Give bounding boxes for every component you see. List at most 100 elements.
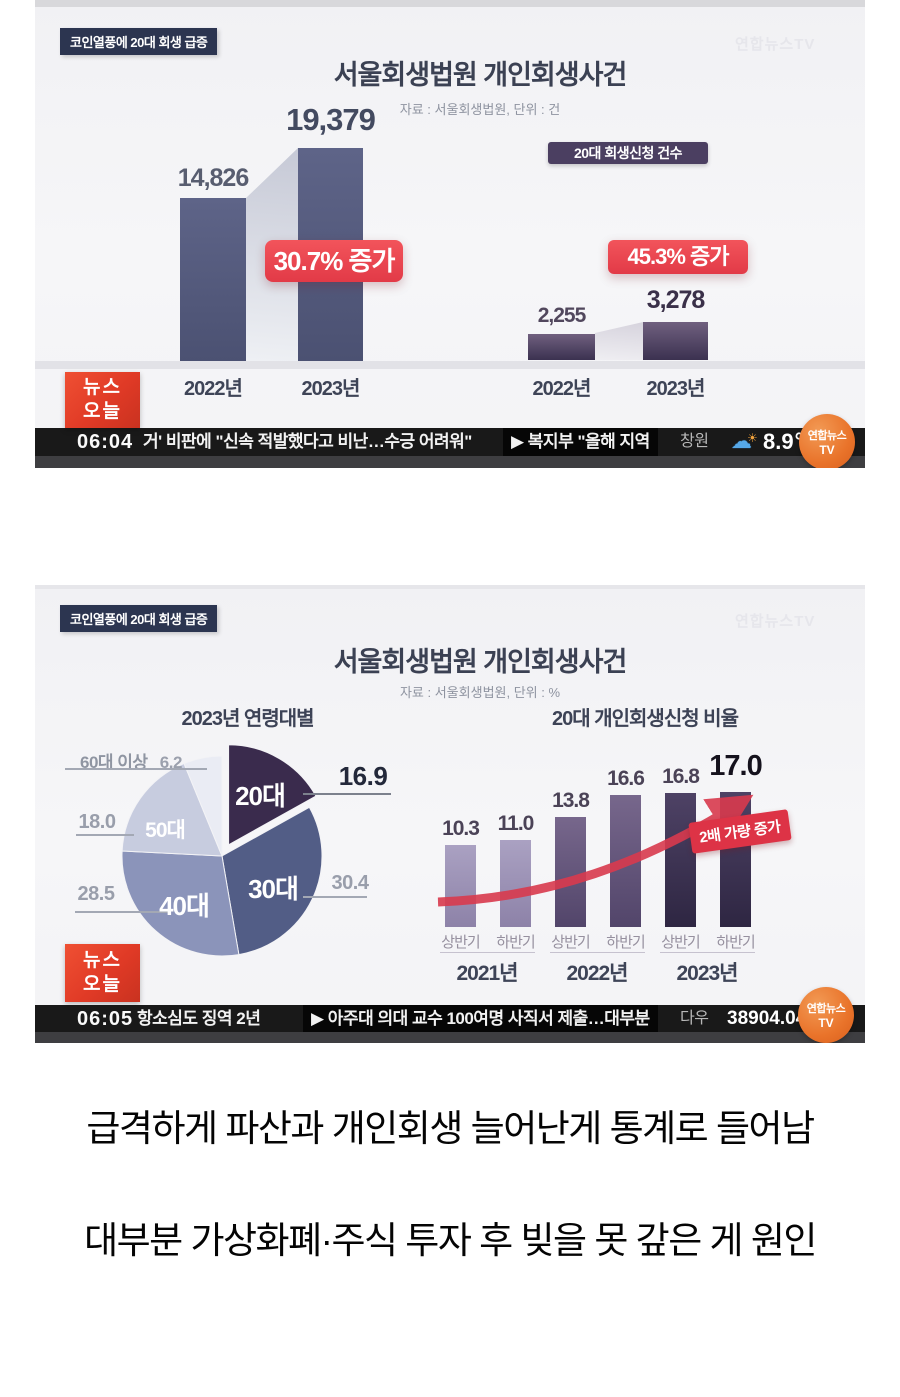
- ticker-next-headline: ▶ 복지부 "올해 지역: [503, 428, 658, 456]
- age-distribution-pie-chart: [121, 744, 323, 957]
- bar-category-label: 2023년: [646, 378, 706, 400]
- channel-logo-line1: 연합뉴스: [807, 430, 847, 442]
- pie-chart-title: 2023년 연령대별: [181, 708, 314, 730]
- leader-line-50s: [76, 834, 134, 836]
- growth-arrow: [437, 794, 754, 907]
- pie-slice: [121, 850, 240, 957]
- ticker-headline: 항소심도 징역 2년: [137, 1009, 261, 1028]
- age20-count-bar-chart: 2,255 2022년 3,278 2023년: [35, 0, 865, 430]
- bar-value-label: 3,278: [646, 286, 706, 314]
- chart-source-note: 자료 : 서울회생법원, 단위 : 건: [399, 102, 561, 117]
- year-label-2021: 2021년: [456, 962, 518, 985]
- topic-badge: 코인열풍에 20대 회생 급증: [60, 28, 218, 55]
- ratio-chart-title: 20대 개인회생신청 비율: [552, 708, 739, 730]
- ticker-sub-strip: [35, 1032, 865, 1043]
- news-today-line2: 오늘: [83, 401, 122, 422]
- leader-line-40s: [75, 911, 171, 913]
- year-group-line-2022: [550, 952, 645, 953]
- bar: [445, 845, 476, 927]
- bar-category-label: 2022년: [532, 378, 592, 400]
- pie-slice: [221, 806, 323, 956]
- pie-label-40s: 40대: [159, 891, 210, 921]
- channel-logo-line2: TV: [818, 1016, 834, 1030]
- ticker-time: 06:05: [77, 1008, 134, 1030]
- bar-value-label: 10.3: [442, 817, 480, 840]
- channel-logo-line1: 연합뉴스: [806, 1003, 846, 1015]
- increase-badge-45-3: 45.3% 증가: [608, 240, 748, 274]
- ticker-headline: 거' 비판에 "신속 적발했다고 비난…수긍 어려워": [143, 432, 472, 451]
- cloud-icon: ☁: [731, 430, 752, 453]
- pie-label-60s-row: 60대 이상 6.2: [80, 748, 260, 773]
- pie-label-50s: 50대: [145, 819, 186, 842]
- bar-category-label: 2022년: [184, 378, 243, 400]
- year-label-2022: 2022년: [566, 962, 628, 985]
- news-today-line1: 뉴스: [83, 377, 122, 398]
- leader-line-30s: [303, 896, 367, 898]
- bar-value-label: 2,255: [537, 304, 587, 327]
- pie-value-40s: 28.5: [77, 883, 115, 905]
- chart-source-note: 자료 : 서울회생법원, 단위 : %: [399, 685, 561, 700]
- pie-label-20s: 20대: [235, 781, 286, 811]
- year-label-2023: 2023년: [676, 962, 738, 985]
- bar: [500, 840, 531, 927]
- news-ticker: 06:04 거' 비판에 "신속 적발했다고 비난…수긍 어려워" ▶ 복지부 …: [35, 428, 865, 456]
- bar-category-label: 하반기: [716, 934, 755, 951]
- bar-value-label: 17.0: [709, 750, 762, 782]
- bar-category-label: 하반기: [496, 934, 535, 951]
- weather-city: 창원: [680, 433, 709, 450]
- pie-value-20s: 16.9: [338, 761, 388, 791]
- year-group-line-2021: [440, 952, 535, 953]
- channel-watermark: 연합뉴스TV: [735, 36, 816, 53]
- stock-index-value: 38904.04: [727, 1008, 807, 1029]
- stock-index-name: 다우: [680, 1010, 709, 1027]
- news-today-bug: 뉴스 오늘: [65, 372, 140, 428]
- channel-logo: 연합뉴스 TV: [798, 987, 854, 1043]
- sun-icon: ☀: [747, 431, 758, 445]
- bar-value-label: 16.6: [607, 767, 645, 790]
- news-ticker: 06:05 항소심도 징역 2년 ▶ 아주대 의대 교수 100여명 사직서 제…: [35, 1005, 865, 1033]
- video-edge-strip: [35, 585, 865, 589]
- bar-value-label: 16.8: [662, 765, 700, 788]
- bar: [555, 817, 586, 927]
- age20-count-chart-badge: 20대 회생신청 건수: [548, 142, 708, 164]
- leader-line-60s: [65, 768, 207, 770]
- pie-value-60s: 6.2: [159, 753, 183, 772]
- pie-slice: [121, 762, 223, 857]
- pie-value-30s: 30.4: [331, 872, 369, 894]
- pie-value-50s: 18.0: [78, 811, 116, 833]
- bar-value-label: 11.0: [497, 812, 535, 835]
- caption-line-1: 급격하게 파산과 개인회생 늘어난게 통계로 들어남: [86, 1108, 815, 1149]
- ticker-next-headline: ▶ 아주대 의대 교수 100여명 사직서 제출…대부분: [303, 1005, 658, 1033]
- pie-slice: [183, 755, 223, 857]
- bar-category-label: 상반기: [441, 934, 480, 951]
- leader-line-20s: [303, 793, 391, 795]
- channel-logo: 연합뉴스 TV: [799, 414, 855, 468]
- bar-category-label: 하반기: [606, 934, 645, 951]
- pie-label-30s: 30대: [248, 874, 299, 904]
- video-edge-strip: [35, 0, 865, 7]
- year-group-line-2023: [660, 952, 755, 953]
- chart-title: 서울회생법원 개인회생사건: [333, 60, 628, 90]
- pie-slice: [228, 744, 317, 846]
- bar-category-label: 2023년: [301, 378, 361, 400]
- news-frame-1: 연합뉴스TV 코인열풍에 20대 회생 급증 서울회생법원 개인회생사건 자료 …: [35, 0, 865, 468]
- news-today-bug: 뉴스 오늘: [65, 944, 140, 1002]
- bar-category-label: 상반기: [661, 934, 700, 951]
- bar: [665, 793, 696, 927]
- bar: [180, 198, 246, 361]
- chart-baseline-band: [35, 361, 865, 369]
- bar-value-label: 14,826: [177, 164, 249, 192]
- bar-value-label: 13.8: [552, 789, 590, 812]
- topic-badge: 코인열풍에 20대 회생 급증: [60, 605, 218, 632]
- news-today-line2: 오늘: [83, 974, 122, 995]
- bar-category-label: 상반기: [551, 934, 590, 951]
- bar: [643, 322, 708, 360]
- ticker-sub-strip: [35, 456, 865, 468]
- pie-label-60s: 60대 이상: [80, 753, 148, 772]
- bar: [528, 334, 595, 360]
- chart-title: 서울회생법원 개인회생사건: [333, 647, 628, 677]
- channel-watermark: 연합뉴스TV: [735, 613, 816, 630]
- increase-badge-30-7: 30.7% 증가: [265, 240, 403, 282]
- channel-logo-line2: TV: [819, 443, 835, 457]
